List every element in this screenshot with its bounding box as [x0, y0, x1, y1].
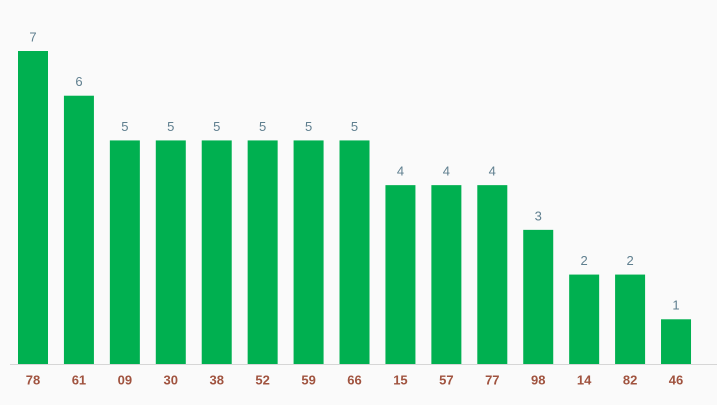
- bar: [293, 140, 324, 364]
- bar: [18, 51, 48, 364]
- bar: [385, 185, 416, 364]
- x-tick-label: 57: [439, 372, 453, 387]
- x-tick-label: 52: [255, 372, 269, 387]
- bar: [569, 274, 600, 364]
- bar: [431, 185, 462, 364]
- bar: [155, 140, 186, 364]
- x-tick-label: 15: [393, 372, 407, 387]
- x-tick-label: 61: [72, 372, 86, 387]
- value-label: 5: [213, 119, 220, 134]
- x-tick-label: 38: [209, 372, 223, 387]
- value-label: 5: [121, 119, 128, 134]
- value-label: 3: [535, 208, 542, 223]
- bar: [477, 185, 508, 364]
- value-label: 5: [305, 119, 312, 134]
- value-label: 7: [29, 29, 36, 44]
- bar: [201, 140, 232, 364]
- value-label: 5: [259, 119, 266, 134]
- x-tick-label: 59: [301, 372, 315, 387]
- x-tick-label: 66: [347, 372, 361, 387]
- value-label: 4: [443, 164, 450, 179]
- value-label: 4: [489, 164, 496, 179]
- value-label: 2: [626, 253, 633, 268]
- bar: [615, 274, 646, 364]
- x-tick-label: 30: [164, 372, 178, 387]
- x-tick-label: 46: [669, 372, 683, 387]
- value-label: 1: [672, 298, 679, 313]
- x-tick-label: 09: [118, 372, 132, 387]
- bar: [661, 319, 692, 364]
- x-tick-label: 82: [623, 372, 637, 387]
- x-tick-label: 98: [531, 372, 545, 387]
- value-label: 5: [167, 119, 174, 134]
- bar: [247, 140, 278, 364]
- value-label: 4: [397, 164, 404, 179]
- bar: [63, 95, 94, 364]
- bar: [339, 140, 370, 364]
- value-label: 5: [351, 119, 358, 134]
- value-label: 2: [581, 253, 588, 268]
- bar: [523, 229, 554, 364]
- x-tick-label: 78: [26, 372, 40, 387]
- x-tick-label: 77: [485, 372, 499, 387]
- bar: [109, 140, 140, 364]
- x-tick-label: 14: [577, 372, 592, 387]
- value-label: 6: [75, 74, 82, 89]
